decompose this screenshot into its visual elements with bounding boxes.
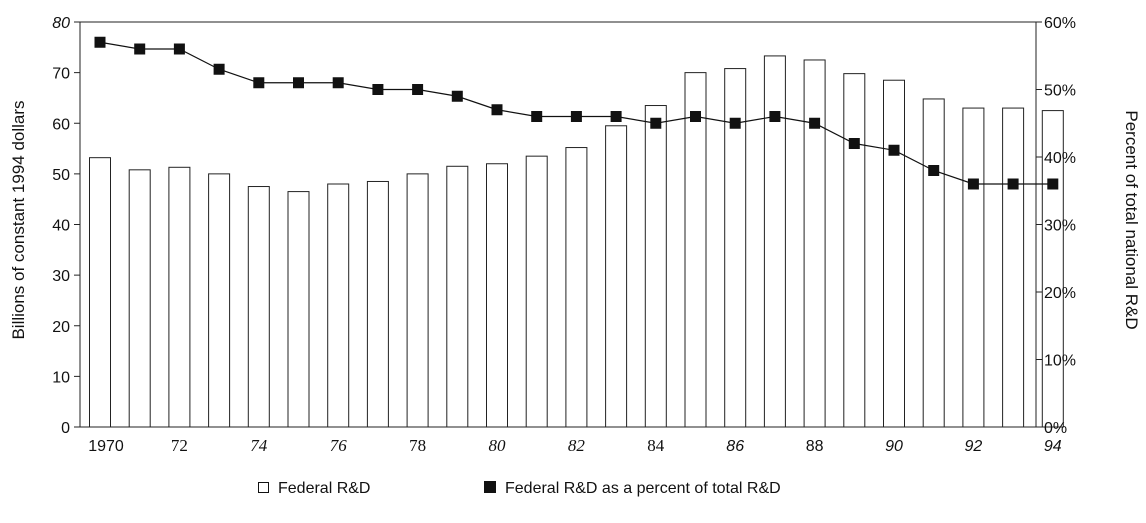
percent-point-1988: [809, 117, 821, 129]
bar-1970: [89, 157, 111, 428]
bar-1981: [525, 155, 548, 428]
percent-point-1976: [332, 77, 344, 89]
y-axis-left-label: Billions of constant 1994 dollars: [9, 100, 28, 339]
y-left-tick-label: 60: [52, 116, 70, 133]
legend-bars: Federal R&D: [258, 480, 370, 498]
x-tick-label-76: 76: [330, 436, 348, 455]
y-left-tick-label: 10: [52, 369, 70, 386]
y-right-tick-label: 40%: [1044, 150, 1076, 167]
x-tick-label-80: 80: [489, 436, 507, 455]
percent-point-1993: [1007, 178, 1019, 190]
legend-line: Federal R&D as a percent of total R&D: [484, 480, 781, 498]
y-right-tick-label: 10%: [1044, 353, 1076, 370]
y-right-tick-label: 60%: [1044, 15, 1076, 32]
tick-labels: 0 10 20 30 40 50 60 70 80 0% 10% 20% 30% 40% 50% 60% 197…: [52, 15, 1076, 455]
bar-1983: [605, 125, 628, 428]
bar-1993: [1002, 107, 1025, 428]
bar-1972: [168, 166, 191, 428]
percent-point-1975: [293, 77, 304, 89]
x-tick-label-94: 94: [1044, 438, 1062, 455]
bar-1992: [962, 107, 985, 428]
percent-point-1972: [173, 43, 185, 55]
axes: [74, 21, 1042, 428]
bar-1977: [366, 180, 389, 428]
y-left-tick-label: 20: [52, 319, 70, 336]
bar-1990: [883, 79, 905, 428]
percent-point-1983: [610, 111, 622, 122]
x-tick-label-74: 74: [250, 436, 268, 455]
legend-label-line: Federal R&D as a percent of total R&D: [505, 480, 781, 497]
bar-1994: [1041, 110, 1064, 428]
percent-point-1994: [1047, 178, 1059, 190]
percent-point-1977: [372, 84, 384, 95]
y-left-tick-label: 30: [52, 268, 70, 285]
percent-point-1974: [253, 77, 265, 89]
legend-swatch-line: [484, 481, 496, 493]
x-tick-label-88: 88: [806, 438, 824, 455]
bar-1985: [684, 72, 707, 428]
y-axis-right-label: Percent of total national R&D: [1122, 110, 1141, 329]
x-tick-label-92: 92: [965, 438, 983, 455]
bar-1973: [208, 173, 231, 428]
x-tick-label-82: 82: [568, 436, 586, 455]
percent-point-1982: [570, 111, 582, 122]
y-left-tick-label: 0: [61, 420, 70, 437]
percent-point-1971: [134, 43, 146, 55]
y-left-tick-label: 50: [52, 167, 70, 184]
percent-point-1978: [412, 84, 424, 95]
bar-1976: [327, 183, 350, 428]
bar-1989: [843, 73, 866, 428]
y-right-tick-label: 20%: [1044, 285, 1076, 302]
percent-point-1989: [848, 138, 860, 149]
y-left-tick-label: 40: [52, 218, 70, 235]
percent-point-1981: [531, 111, 543, 122]
y-right-tick-label: 50%: [1044, 83, 1076, 100]
bar-1978: [406, 173, 429, 428]
y-left-tick-label: 80: [52, 15, 70, 32]
bar-series: [89, 55, 1064, 428]
x-tick-label-1970: 1970: [88, 438, 124, 455]
y-left-tick-label: 70: [52, 66, 70, 83]
x-tick-label-72: 72: [171, 436, 188, 455]
bar-1988: [803, 59, 826, 428]
bar-1982: [565, 147, 588, 428]
bar-1991: [922, 98, 945, 428]
percent-point-1987: [769, 111, 781, 122]
bar-1975: [287, 191, 310, 428]
percent-point-1984: [650, 117, 662, 129]
y-right-tick-label: 30%: [1044, 218, 1076, 235]
x-tick-label-84: 84: [647, 436, 665, 455]
y-right-tick-label: 0%: [1044, 420, 1067, 437]
percent-point-1990: [888, 144, 900, 156]
percent-point-1970: [94, 36, 106, 48]
legend-swatch-bars: [258, 482, 269, 493]
percent-point-1986: [729, 117, 741, 129]
percent-point-1985: [690, 111, 701, 122]
bar-1971: [128, 169, 151, 428]
percent-point-1973: [213, 63, 225, 75]
bar-1979: [446, 165, 469, 428]
chart: 0 10 20 30 40 50 60 70 80 0% 10% 20% 30% 40% 50% 60% 197…: [9, 15, 1141, 455]
percent-point-1991: [928, 165, 940, 176]
line-series: [94, 36, 1059, 190]
x-tick-label-78: 78: [409, 436, 426, 455]
legend-label-bars: Federal R&D: [278, 480, 371, 497]
bar-1980: [486, 163, 508, 428]
percent-point-1992: [967, 178, 979, 190]
percent-point-1979: [451, 90, 463, 102]
bar-1984: [644, 105, 667, 428]
bar-1974: [247, 186, 270, 428]
x-tick-label-90: 90: [885, 438, 903, 455]
percent-point-1980: [491, 104, 503, 116]
x-tick-label-86: 86: [726, 438, 744, 455]
